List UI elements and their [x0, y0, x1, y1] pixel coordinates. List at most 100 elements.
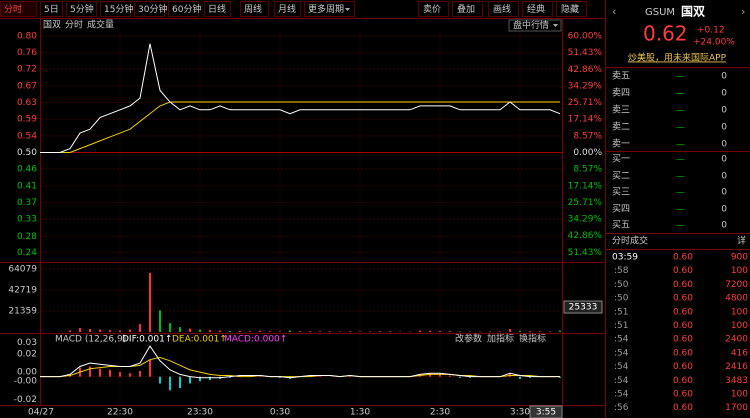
macd-bar	[529, 376, 531, 378]
trade-price: 0.60	[673, 294, 693, 304]
book-label: 卖二	[612, 122, 630, 133]
book-volume: 0	[721, 172, 727, 182]
macd-bar	[129, 373, 131, 377]
tab[interactable]	[204, 1, 231, 17]
x-tick-label: 23:30	[187, 408, 213, 418]
volume-bar	[529, 331, 531, 332]
macd-bar	[439, 374, 441, 377]
volume-bar	[169, 323, 171, 332]
tab-label[interactable]: 30分钟	[138, 3, 167, 15]
tool-label[interactable]: 叠加	[457, 4, 475, 15]
macd-bar	[119, 372, 121, 377]
book-label: 卖四	[612, 88, 630, 99]
book-price: —	[676, 172, 685, 182]
promo-link[interactable]: 炒美股，用未来国际APP	[628, 52, 727, 64]
tab[interactable]	[66, 1, 97, 17]
y-tick-label: 0.80	[17, 32, 37, 42]
macd-bar	[279, 376, 281, 378]
dropdown-arrow	[553, 24, 558, 27]
macd-bar	[209, 376, 211, 381]
tab-label[interactable]: 60分钟	[172, 3, 201, 15]
tab[interactable]	[0, 1, 37, 17]
tab-label[interactable]: 更多周期	[308, 3, 344, 15]
volume-bar	[219, 330, 221, 332]
volume-bar	[559, 330, 561, 332]
nav-prev[interactable]: ‹	[612, 5, 616, 18]
book-label: 买三	[612, 187, 630, 198]
tab[interactable]	[134, 1, 165, 17]
tab[interactable]	[240, 1, 269, 17]
trade-volume: 3483	[725, 376, 748, 386]
macd-tick-label: 0.03	[17, 338, 37, 348]
tool-button[interactable]	[452, 1, 483, 17]
y-tick-label: 0.24	[17, 248, 37, 258]
trade-volume: 900	[731, 253, 748, 263]
macd-value: MACD:0.000↑	[224, 335, 287, 345]
volume-bar	[289, 330, 291, 332]
tool-button[interactable]	[418, 1, 449, 17]
macd-bar	[239, 375, 241, 377]
tab-label[interactable]: 月线	[278, 3, 296, 15]
tab-label[interactable]: 15分钟	[104, 3, 133, 15]
volume-bar	[109, 330, 111, 332]
tool-label[interactable]: 卖价	[423, 4, 441, 15]
nav-next[interactable]: ›	[741, 5, 745, 18]
stock-change: +0.12	[697, 26, 725, 36]
volume-bar	[69, 330, 71, 332]
y2-tick-label: 17.14%	[568, 181, 603, 191]
legend-item: 国双	[43, 20, 61, 31]
volume-bar	[519, 330, 521, 332]
macd-bar	[449, 375, 451, 377]
volume-bar	[139, 324, 141, 332]
tab-label[interactable]: 分时	[4, 3, 22, 15]
macd-tick-label: 0.02	[17, 350, 37, 360]
x-tick-label: 3:30	[510, 408, 530, 418]
tab-label[interactable]: 周线	[244, 3, 262, 15]
trade-time: :50	[614, 294, 629, 304]
tool-label[interactable]: 画线	[493, 3, 511, 15]
volume-bar	[439, 331, 441, 332]
tab[interactable]	[100, 1, 131, 17]
tab[interactable]	[168, 1, 199, 17]
volume-bar	[229, 330, 231, 332]
volume-bar	[329, 331, 331, 332]
macd-bar	[349, 375, 351, 377]
volume-bar	[379, 331, 381, 332]
trade-time: :51	[614, 321, 628, 331]
tab[interactable]	[304, 1, 355, 17]
tool-button[interactable]	[556, 1, 587, 17]
volume-bar	[269, 331, 271, 332]
book-volume: 0	[721, 89, 727, 99]
tab[interactable]	[40, 1, 63, 17]
y2-tick-label: 34.29%	[568, 215, 603, 225]
cursor-time: 3:55	[536, 408, 556, 418]
tool-label[interactable]: 隐藏	[561, 3, 579, 15]
volume-bar	[159, 310, 161, 332]
tab-label[interactable]: 日线	[208, 3, 226, 15]
macd-bar	[429, 373, 431, 377]
macd-bar	[99, 368, 101, 377]
volume-bar	[389, 331, 391, 332]
tab-label[interactable]: 5分钟	[70, 3, 94, 15]
trade-time: :51	[614, 307, 628, 317]
macd-button[interactable]: 换指标	[519, 333, 546, 345]
dropdown-label[interactable]: 盘中行情	[513, 19, 549, 31]
y-tick-label: 0.41	[17, 181, 37, 191]
tool-button[interactable]	[522, 1, 553, 17]
trade-volume: 2416	[725, 362, 748, 372]
tab-label[interactable]: 5日	[44, 4, 59, 15]
tool-button[interactable]	[488, 1, 519, 17]
x-tick-label: 2:30	[430, 408, 450, 418]
macd-button[interactable]: 改参数	[455, 333, 482, 345]
trades-detail[interactable]: 详	[737, 235, 746, 247]
macd-dif: DIF:0.001↑	[122, 335, 172, 345]
volume-bar	[459, 331, 461, 332]
trade-time: :54	[614, 390, 629, 400]
volume-bar	[149, 272, 151, 332]
volume-bar	[489, 331, 491, 332]
macd-button[interactable]: 加指标	[487, 333, 514, 345]
tab[interactable]	[274, 1, 301, 17]
y-tick-label: 0.28	[17, 232, 37, 242]
tool-label[interactable]: 经典	[527, 3, 545, 15]
dropdown[interactable]	[508, 19, 562, 32]
